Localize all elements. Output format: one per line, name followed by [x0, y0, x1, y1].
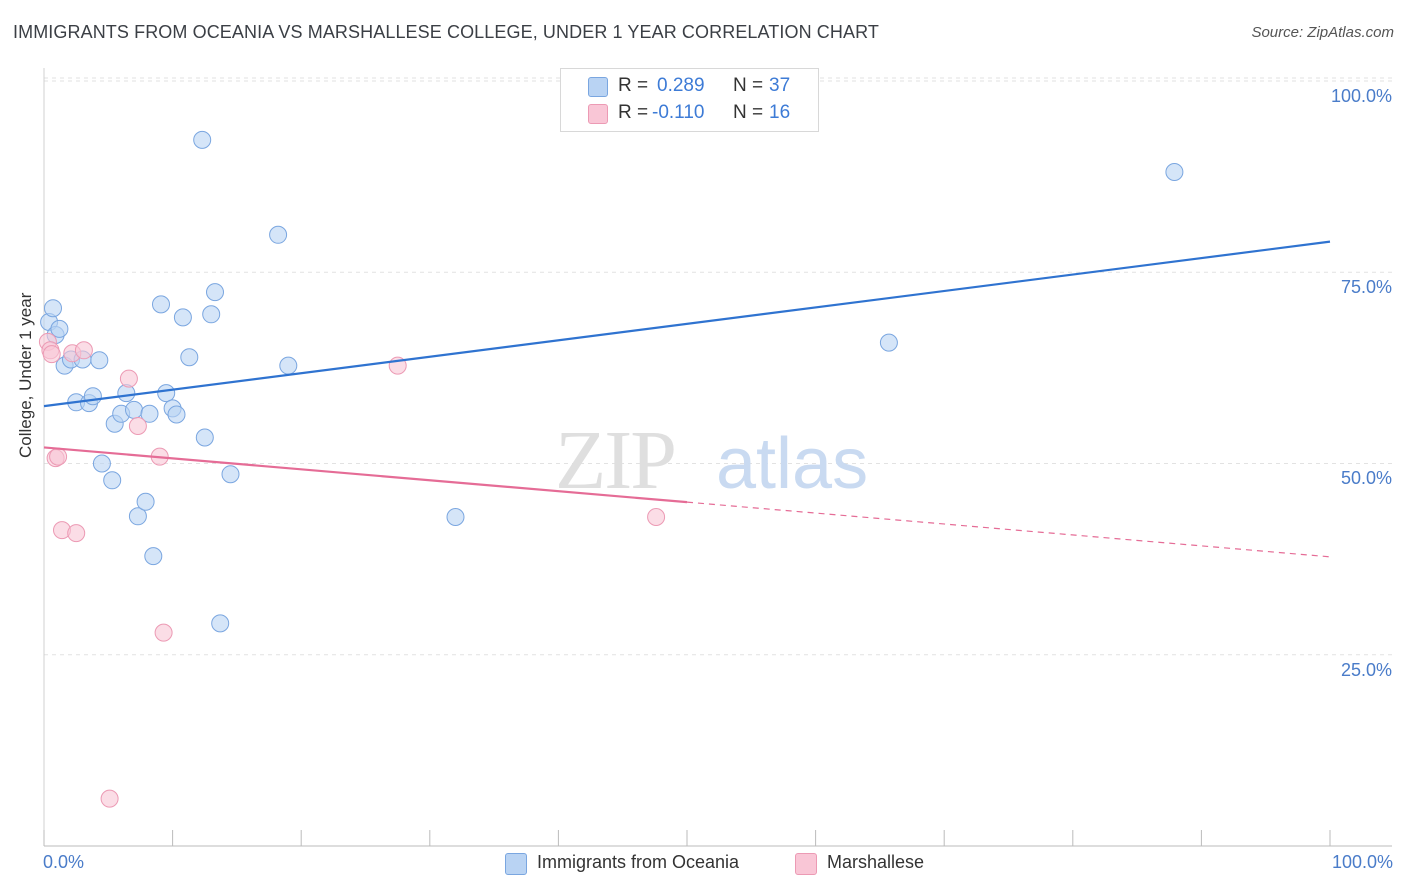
legend-n-label: N =: [733, 102, 764, 123]
oceania-point-3: [50, 319, 69, 338]
oceania-point-1: [44, 299, 62, 318]
marshallese-point-8: [74, 341, 93, 360]
axes: [43, 68, 1392, 847]
oceania-point-33: [269, 225, 288, 244]
gridlines: [44, 77, 1392, 656]
legend-r-label: R =: [618, 75, 649, 96]
marshallese-trend-line-extension: [686, 501, 1331, 558]
y-tick-label-75: 75.0%: [1340, 277, 1392, 297]
oceania-point-12: [103, 471, 122, 490]
marshallese-point-15: [647, 508, 666, 526]
legend-r-label: R =: [618, 102, 649, 123]
oceania-trend-line: [43, 240, 1331, 408]
oceania-point-22: [157, 384, 176, 403]
oceania-point-29: [202, 305, 221, 324]
trend-lines: [43, 240, 1331, 558]
oceania-point-37: [1165, 163, 1184, 181]
oceania-point-20: [144, 547, 163, 566]
bottom-legend-label-blue: Immigrants from Oceania: [537, 852, 740, 872]
oceania-point-24: [167, 405, 186, 424]
oceania-point-31: [211, 614, 230, 633]
oceania-point-21: [152, 295, 170, 314]
oceania-point-26: [180, 348, 199, 367]
oceania-point-36: [879, 333, 898, 352]
legend-row-blue: R = 0.289 N = 37: [561, 74, 818, 100]
marshallese-point-4: [49, 447, 68, 466]
oceania-point-34: [279, 356, 298, 375]
marshallese-point-10: [119, 369, 138, 388]
marshallese-point-11: [128, 417, 147, 435]
y-axis-label: College, Under 1 year: [16, 292, 35, 458]
oceania-point-18: [136, 492, 155, 511]
bottom-legend-swatch-blue: [505, 853, 527, 875]
stats-legend: R = 0.289 N = 37 R = -0.110 N = 16: [560, 68, 819, 132]
oceania-point-9: [83, 387, 102, 406]
oceania-point-19: [140, 404, 159, 423]
marshallese-point-9: [100, 789, 119, 808]
x-axis-ticks: [43, 830, 1331, 846]
x-tick-label-min: 0.0%: [43, 852, 85, 872]
legend-r-value-pink: -0.110: [652, 102, 705, 123]
data-points: [38, 130, 1184, 808]
watermark-atlas: atlas: [716, 424, 868, 504]
legend-n-value-pink: 16: [769, 102, 791, 123]
x-tick-label-max: 100.0%: [1331, 852, 1393, 872]
bottom-legend-label-pink: Marshallese: [827, 852, 925, 872]
legend-n-label: N =: [733, 75, 764, 96]
marshallese-point-7: [67, 524, 86, 543]
legend-swatch-pink: [588, 104, 608, 124]
legend-swatch-blue: [588, 77, 608, 97]
oceania-point-32: [221, 465, 240, 484]
source-label: Source: ZipAtlas.com: [1251, 24, 1394, 41]
oceania-point-10: [90, 351, 109, 370]
y-tick-label-100: 100.0%: [1330, 86, 1392, 106]
oceania-point-16: [125, 400, 143, 419]
marshallese-trend-line: [43, 446, 688, 504]
watermark: ZIP atlas: [555, 414, 868, 507]
y-tick-label-25: 25.0%: [1340, 660, 1392, 680]
bottom-legend-swatch-pink: [795, 853, 817, 875]
legend-r-value-blue: 0.289: [657, 75, 705, 96]
marshallese-point-2: [42, 345, 61, 364]
oceania-point-28: [195, 428, 214, 447]
oceania-point-30: [206, 283, 224, 302]
chart-title: IMMIGRANTS FROM OCEANIA VS MARSHALLESE C…: [13, 22, 879, 42]
legend-row-pink: R = -0.110 N = 16: [561, 101, 818, 127]
oceania-point-35: [446, 508, 465, 526]
marshallese-point-13: [154, 623, 173, 642]
oceania-point-11: [92, 454, 111, 473]
oceania-point-17: [128, 507, 147, 526]
legend-n-value-blue: 37: [769, 75, 791, 96]
oceania-point-27: [193, 130, 212, 149]
watermark-zip: ZIP: [555, 414, 675, 507]
y-tick-label-50: 50.0%: [1340, 468, 1392, 488]
oceania-point-25: [173, 308, 192, 327]
